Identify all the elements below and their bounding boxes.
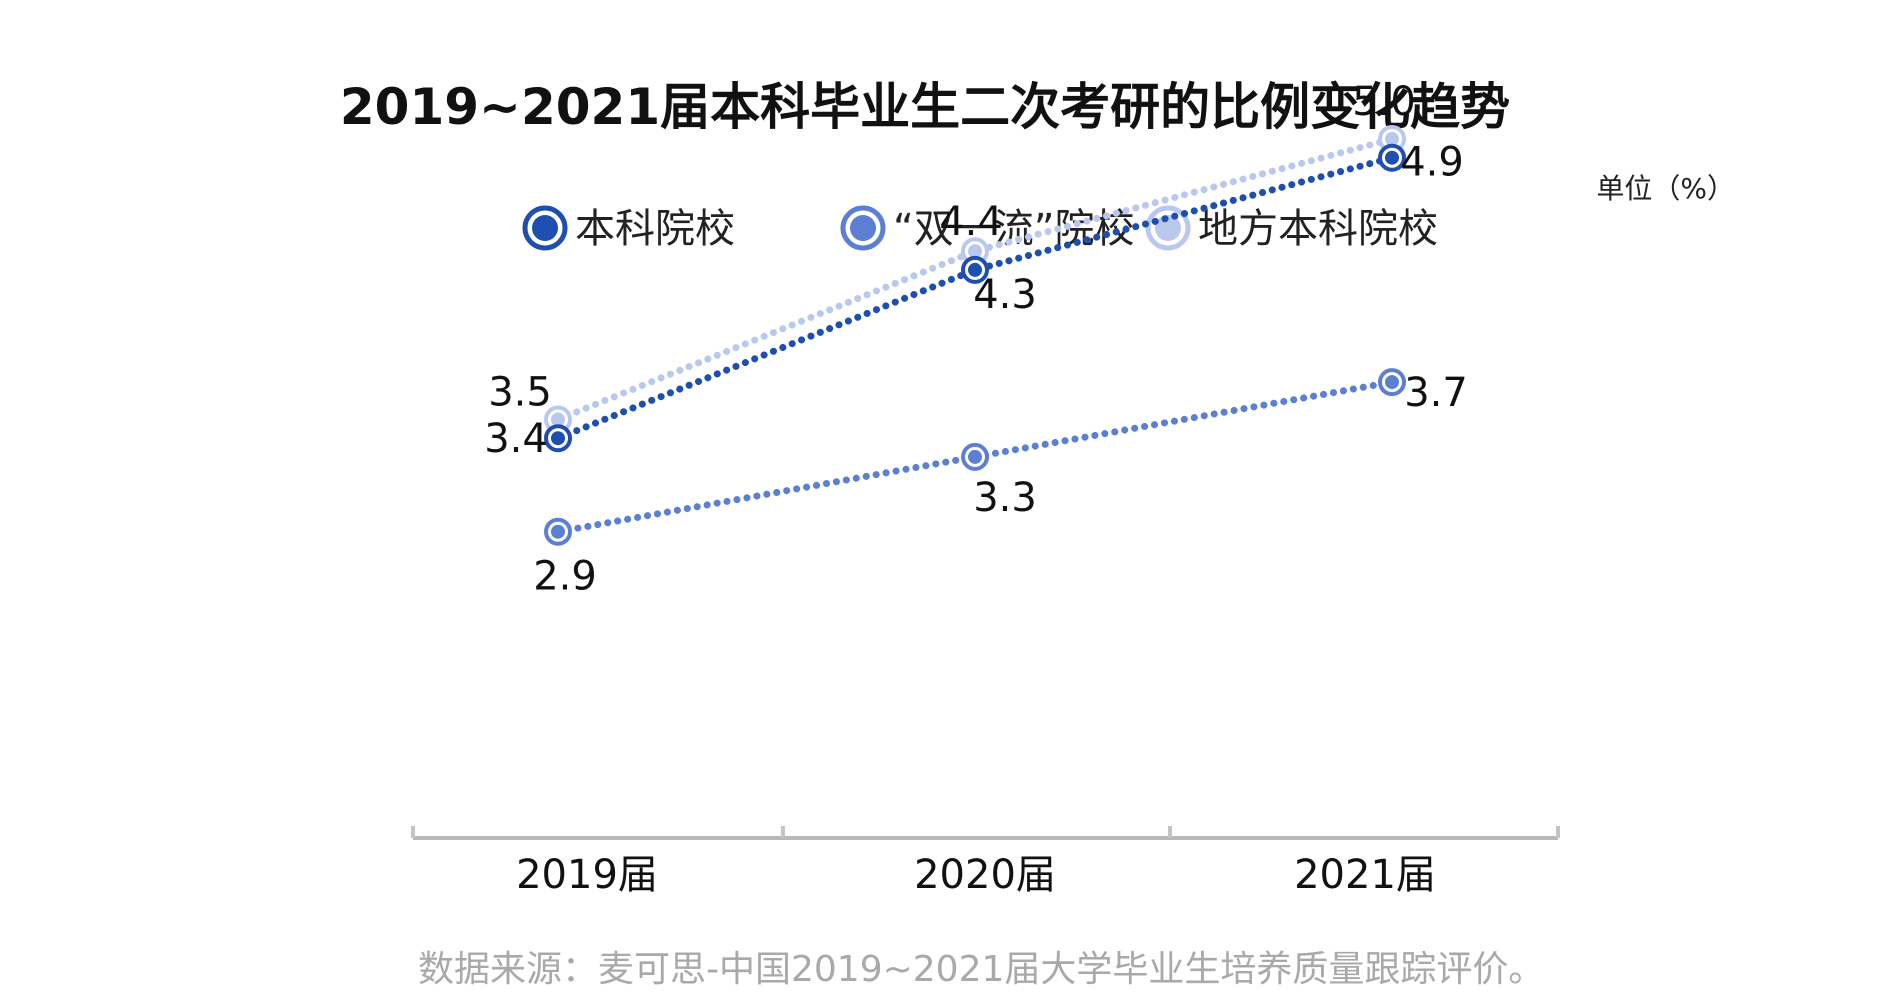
chart-title: 2019~2021届本科毕业生二次考研的比例变化趋势 <box>340 78 1510 136</box>
unit-label: 单位（%） <box>1596 172 1735 205</box>
series-points-3: 3.5 4.4 5.0 <box>488 79 1416 434</box>
data-point-fill <box>1385 132 1399 146</box>
data-label: 3.7 <box>1404 370 1468 416</box>
data-label: 4.3 <box>973 272 1037 318</box>
x-tick-label: 2019届 <box>516 852 658 898</box>
legend: 本科院校 “双一流”院校 地方本科院校 <box>522 205 1438 252</box>
legend-marker-fill <box>1155 215 1181 241</box>
data-point-fill <box>1385 150 1399 165</box>
series-points-2: 2.9 3.3 3.7 <box>533 368 1468 600</box>
series-layer: 3.5 4.4 5.0 3.4 4.3 4.9 2.9 3.3 3.7 <box>484 79 1468 600</box>
x-tick-label: 2021届 <box>1294 852 1436 898</box>
legend-item: 本科院校 <box>522 205 735 252</box>
source-note: 数据来源：麦可思-中国2019~2021届大学毕业生培养质量跟踪评价。 <box>418 949 1544 990</box>
x-tick-label: 2020届 <box>914 852 1056 898</box>
data-point-fill <box>968 449 982 464</box>
legend-label: “双一流”院校 <box>893 206 1134 252</box>
series-points-1: 3.4 4.3 4.9 <box>484 140 1464 463</box>
legend-marker-fill <box>850 215 876 241</box>
data-point-fill <box>551 412 565 427</box>
data-label: 4.9 <box>1400 140 1464 186</box>
series-1 <box>554 154 1396 442</box>
legend-marker-fill <box>532 215 558 241</box>
data-point-fill <box>968 244 982 259</box>
series-line <box>554 135 1396 423</box>
data-point-fill <box>551 524 565 539</box>
data-point-fill <box>968 262 982 277</box>
data-label: 2.9 <box>533 554 597 600</box>
x-axis: 2019届 2020届 2021届 <box>411 826 1560 898</box>
data-label: 3.3 <box>973 475 1037 521</box>
data-label: 5.0 <box>1352 79 1416 125</box>
legend-item: 地方本科院校 <box>1145 205 1438 252</box>
legend-label: 地方本科院校 <box>1198 206 1438 252</box>
legend-label: 本科院校 <box>575 206 735 252</box>
data-label: 4.4 <box>939 199 1003 245</box>
data-point-fill <box>1385 375 1399 390</box>
series-line <box>554 154 1396 442</box>
legend-item: “双一流”院校 <box>840 205 1134 252</box>
data-point-fill <box>551 431 565 446</box>
data-label: 3.5 <box>488 370 552 416</box>
data-label: 3.4 <box>484 416 548 462</box>
series-3 <box>554 135 1396 423</box>
